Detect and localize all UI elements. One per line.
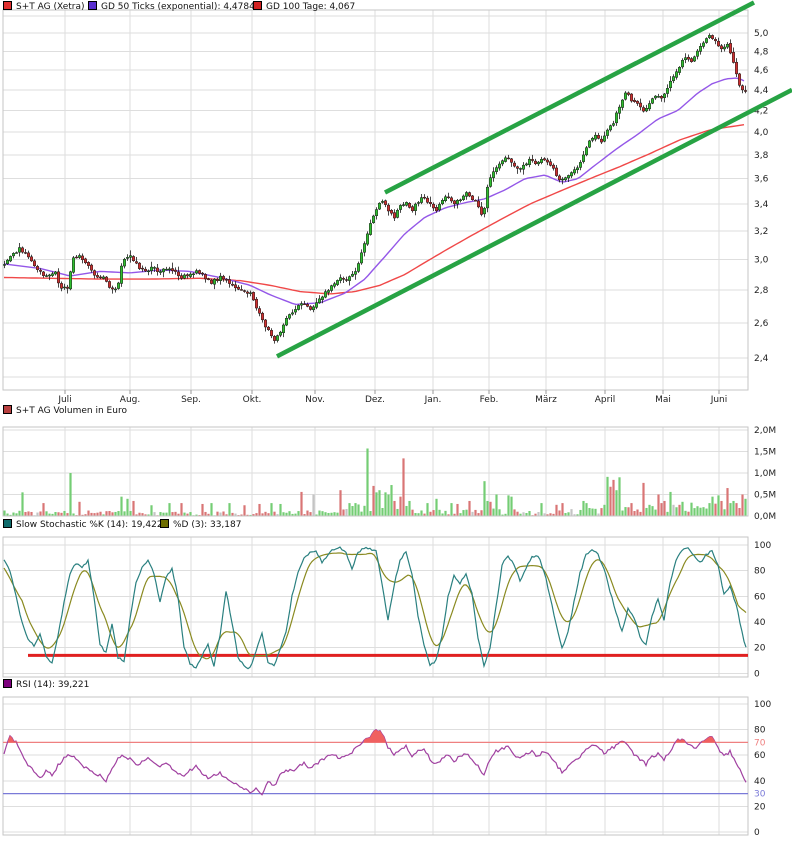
- month-label: März: [535, 395, 557, 405]
- volume-bars: [3, 448, 747, 516]
- axis-tick-label: 3,6: [754, 175, 769, 185]
- legend-rsi-label: RSI (14): 39,221: [16, 680, 90, 690]
- axis-tick-label: 4,0: [754, 128, 769, 138]
- gd50-line: [3, 77, 745, 306]
- month-label: Juni: [710, 395, 728, 405]
- legend-gd50: GD 50 Ticks (exponential): 4,4784: [88, 1, 255, 12]
- trend-channel: [275, 0, 792, 359]
- axis-tick-label: 20: [754, 644, 766, 654]
- axis-tick-label: 80: [754, 567, 766, 577]
- axis-tick-label: 0,5M: [754, 491, 776, 501]
- legend-stochastic-d-label: %D (3): 33,187: [173, 520, 242, 530]
- axis-tick-label: 0,0M: [754, 512, 776, 522]
- axis-tick-label: 60: [754, 592, 766, 602]
- axis-tick-label: 3,2: [754, 227, 768, 237]
- axis-tick-label: 40: [754, 618, 766, 628]
- rsi-overbought-fill: [8, 729, 716, 743]
- series-swatch-icon: [253, 1, 262, 10]
- axis-tick-label: 3,8: [754, 151, 769, 161]
- month-label: Nov.: [305, 395, 325, 405]
- legend-price-series: S+T AG (Xetra): [3, 1, 85, 12]
- axis-tick-label: 70: [754, 738, 766, 748]
- axis-tick-label: 100: [754, 700, 771, 710]
- month-label: Sep.: [181, 395, 201, 405]
- month-label: Aug.: [120, 395, 140, 405]
- month-label: Mai: [655, 395, 671, 405]
- month-label: Okt.: [243, 395, 262, 405]
- candlestick-series: [3, 33, 747, 344]
- series-swatch-icon: [3, 405, 12, 414]
- axis-tick-label: 4,4: [754, 86, 769, 96]
- series-swatch-icon: [3, 679, 12, 688]
- legend-gd100: GD 100 Tage: 4,067: [253, 1, 356, 12]
- axis-tick-label: 2,4: [754, 354, 769, 364]
- rsi-panel: 100 80 70 60 40 30 20 0: [2, 696, 771, 838]
- legend-stochastic-k: Slow Stochastic %K (14): 19,422: [3, 519, 163, 530]
- axis-tick-label: 2,0M: [754, 426, 776, 436]
- legend-price-label: S+T AG (Xetra): [16, 2, 85, 12]
- axis-tick-label: 60: [754, 751, 766, 761]
- axis-tick-label: 4,2: [754, 106, 768, 116]
- axis-tick-label: 40: [754, 777, 766, 787]
- axis-tick-label: 3,0: [754, 255, 769, 265]
- axis-tick-label: 0: [754, 669, 760, 679]
- series-swatch-icon: [88, 1, 97, 10]
- stochastic-panel: 100 80 60 40 20 0: [2, 536, 771, 679]
- trend-channel-upper-line: [383, 0, 756, 195]
- month-label: Feb.: [480, 395, 499, 405]
- month-label: Dez.: [365, 395, 385, 405]
- axis-tick-label: 100: [754, 541, 771, 551]
- trend-channel-lower-line: [275, 87, 792, 359]
- series-swatch-icon: [160, 519, 169, 528]
- legend-stochastic-d: %D (3): 33,187: [160, 519, 242, 530]
- legend-volume-label: S+T AG Volumen in Euro: [16, 406, 127, 416]
- axis-tick-label: 1,5M: [754, 448, 776, 458]
- axis-tick-label: 2,6: [754, 319, 769, 329]
- x-axis: Juli Aug. Sep. Okt. Nov. Dez. Jan. Feb. März Apri…: [57, 390, 727, 405]
- legend-rsi: RSI (14): 39,221: [3, 679, 90, 690]
- legend-stochastic-k-label: Slow Stochastic %K (14): 19,422: [16, 520, 163, 530]
- stochastic-k-line: [3, 546, 747, 670]
- price-panel: 5,0 4,8 4,6 4,4 4,2 4,0 3,8 3,6 3,4 3,2 3,0 2,8 2,6 2…: [2, 9, 769, 391]
- axis-tick-label: 4,8: [754, 47, 769, 57]
- month-label: Juli: [57, 395, 71, 405]
- month-label: Jan.: [424, 395, 442, 405]
- axis-tick-label: 1,0M: [754, 469, 776, 479]
- series-swatch-icon: [3, 1, 12, 10]
- axis-tick-label: 3,4: [754, 200, 769, 210]
- gd100-line: [3, 124, 745, 295]
- axis-tick-label: 5,0: [754, 29, 769, 39]
- legend-volume: S+T AG Volumen in Euro: [3, 405, 127, 416]
- month-label: April: [595, 395, 616, 405]
- axis-tick-label: 30: [754, 790, 766, 800]
- legend-gd50-label: GD 50 Ticks (exponential): 4,4784: [101, 2, 255, 12]
- legend-gd100-label: GD 100 Tage: 4,067: [266, 2, 356, 12]
- axis-tick-label: 4,6: [754, 66, 769, 76]
- axis-tick-label: 2,8: [754, 286, 769, 296]
- axis-tick-label: 80: [754, 726, 766, 736]
- axis-tick-label: 0: [754, 828, 760, 838]
- axis-tick-label: 20: [754, 802, 766, 812]
- series-swatch-icon: [3, 519, 12, 528]
